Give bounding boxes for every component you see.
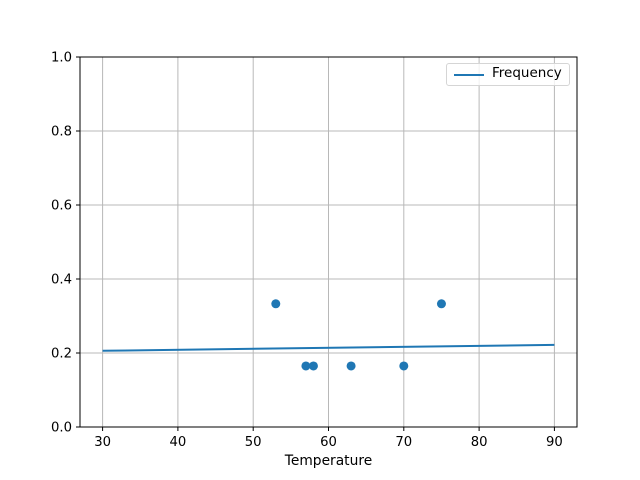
scatter-point — [271, 299, 281, 309]
y-tick-label: 0.0 — [51, 421, 72, 436]
x-tick-label: 80 — [471, 435, 488, 450]
y-tick-label: 0.6 — [51, 199, 72, 214]
scatter-point — [308, 361, 318, 371]
y-tick-label: 0.2 — [51, 347, 72, 362]
y-tick-label: 1.0 — [51, 51, 72, 66]
y-tick-label: 0.4 — [51, 273, 72, 288]
x-tick-label: 30 — [94, 435, 111, 450]
legend: Frequency — [446, 63, 570, 86]
x-axis-label: Temperature — [284, 453, 373, 469]
scatter-point — [346, 361, 356, 371]
x-tick-label: 50 — [245, 435, 262, 450]
x-tick-label: 90 — [546, 435, 563, 450]
scatter-point — [436, 299, 446, 309]
x-tick-label: 40 — [170, 435, 187, 450]
trend-line — [102, 343, 555, 352]
legend-line-swatch — [454, 73, 484, 76]
x-tick-label: 70 — [395, 435, 412, 450]
scatter-point — [301, 361, 311, 371]
scatter-point — [399, 361, 409, 371]
x-tick-label: 60 — [320, 435, 337, 450]
legend-label: Frequency — [492, 65, 562, 82]
y-tick-label: 0.8 — [51, 125, 72, 140]
